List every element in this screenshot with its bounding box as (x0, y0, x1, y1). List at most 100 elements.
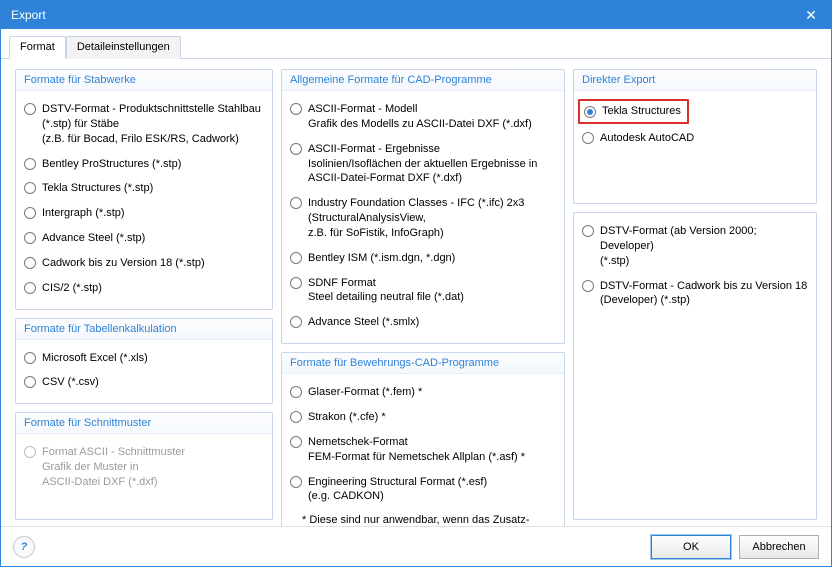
opt-line: SDNF Format (308, 277, 376, 289)
close-icon[interactable]: ✕ (791, 1, 831, 29)
radio-icon (290, 386, 302, 398)
opt-label: Advance Steel (*.stp) (42, 231, 264, 246)
opt-ascii-ergebnisse[interactable]: ASCII-Format - Ergebnisse Isolinien/Isof… (290, 137, 556, 192)
opt-label: Intergraph (*.stp) (42, 206, 264, 221)
opt-esf[interactable]: Engineering Structural Format (*.esf) (e… (290, 470, 556, 510)
radio-icon (290, 103, 302, 115)
radio-icon (584, 106, 596, 118)
opt-csv[interactable]: CSV (*.csv) (24, 370, 264, 395)
opt-label: Glaser-Format (*.fem) * (308, 385, 556, 400)
opt-label: Engineering Structural Format (*.esf) (e… (308, 475, 556, 505)
cancel-button[interactable]: Abbrechen (739, 535, 819, 559)
group-title: Formate für Schnittmuster (16, 413, 272, 434)
window-title: Export (11, 8, 791, 22)
opt-line: ASCII-Format - Modell (308, 103, 417, 115)
column-2: Allgemeine Formate für CAD-Programme ASC… (281, 69, 565, 520)
opt-advance-steel-stp[interactable]: Advance Steel (*.stp) (24, 226, 264, 251)
opt-label: Autodesk AutoCAD (600, 131, 808, 146)
opt-ascii-modell[interactable]: ASCII-Format - Modell Grafik des Modells… (290, 97, 556, 137)
radio-icon (290, 411, 302, 423)
opt-bentley-prostructures[interactable]: Bentley ProStructures (*.stp) (24, 152, 264, 177)
radio-icon (290, 316, 302, 328)
group-bewehrung: Formate für Bewehrungs-CAD-Programme Gla… (281, 352, 565, 526)
opt-line: (z.B. für Bocad, Frilo ESK/RS, Cadwork) (42, 132, 264, 147)
opt-label: Bentley ISM (*.ism.dgn, *.dgn) (308, 251, 556, 266)
opt-glaser[interactable]: Glaser-Format (*.fem) * (290, 380, 556, 405)
opt-line: (Developer) (*.stp) (600, 293, 808, 308)
opt-bentley-ism[interactable]: Bentley ISM (*.ism.dgn, *.dgn) (290, 246, 556, 271)
group-title: Formate für Bewehrungs-CAD-Programme (282, 353, 564, 374)
opt-excel[interactable]: Microsoft Excel (*.xls) (24, 346, 264, 371)
opt-label: Tekla Structures (*.stp) (42, 181, 264, 196)
tab-label: Detaileinstellungen (77, 41, 170, 53)
opt-line: (e.g. CADKON) (308, 489, 556, 504)
opt-sdnf[interactable]: SDNF Format Steel detailing neutral file… (290, 271, 556, 311)
opt-line: (*.stp) (600, 254, 808, 269)
opt-line: z.B. für SoFistik, InfoGraph) (308, 226, 556, 241)
opt-cis2[interactable]: CIS/2 (*.stp) (24, 276, 264, 301)
opt-label: DSTV-Format - Produktschnittstelle Stahl… (42, 102, 264, 147)
opt-label: Industry Foundation Classes - IFC (*.ifc… (308, 196, 556, 241)
opt-line: DSTV-Format - Cadwork bis zu Version 18 (600, 280, 807, 292)
button-label: Abbrechen (752, 541, 805, 553)
radio-icon (24, 446, 36, 458)
group-title: Direkter Export (574, 70, 816, 91)
opt-line: FEM-Format für Nemetschek Allplan (*.asf… (308, 450, 556, 465)
tab-detail[interactable]: Detaileinstellungen (66, 36, 181, 59)
radio-icon (24, 158, 36, 170)
opt-ascii-schnittmuster: Format ASCII - Schnittmuster Grafik der … (24, 440, 264, 495)
ok-button[interactable]: OK (651, 535, 731, 559)
radio-icon (290, 436, 302, 448)
opt-tekla-structures[interactable]: Tekla Structures (582, 97, 808, 126)
radio-icon (24, 282, 36, 294)
opt-line: Format ASCII - Schnittmuster (42, 446, 185, 458)
opt-line: Nemetschek-Format (308, 436, 408, 448)
opt-strakon[interactable]: Strakon (*.cfe) * (290, 405, 556, 430)
tab-bar: Format Detaileinstellungen (1, 29, 831, 59)
opt-ifc[interactable]: Industry Foundation Classes - IFC (*.ifc… (290, 191, 556, 246)
group-tabellen: Formate für Tabellenkalkulation Microsof… (15, 318, 273, 405)
opt-cadwork-v18[interactable]: Cadwork bis zu Version 18 (*.stp) (24, 251, 264, 276)
opt-line: Isolinien/Isoflächen der aktuellen Ergeb… (308, 157, 556, 172)
opt-line: DSTV-Format - Produktschnittstelle Stahl… (42, 103, 261, 115)
radio-icon (24, 103, 36, 115)
radio-icon (290, 143, 302, 155)
opt-line: DSTV-Format (ab Version 2000; Developer) (600, 225, 757, 252)
radio-icon (290, 197, 302, 209)
group-schnittmuster: Formate für Schnittmuster Format ASCII -… (15, 412, 273, 520)
opt-label: CSV (*.csv) (42, 375, 264, 390)
titlebar: Export ✕ (1, 1, 831, 29)
opt-dstv-cadwork-dev[interactable]: DSTV-Format - Cadwork bis zu Version 18 … (582, 274, 808, 314)
tab-label: Format (20, 41, 55, 53)
opt-line: ASCII-Format - Ergebnisse (308, 143, 440, 155)
opt-label: DSTV-Format - Cadwork bis zu Version 18 … (600, 279, 808, 309)
opt-nemetschek[interactable]: Nemetschek-Format FEM-Format für Nemetsc… (290, 430, 556, 470)
footer: ? OK Abbrechen (1, 526, 831, 566)
radio-icon (290, 476, 302, 488)
opt-intergraph[interactable]: Intergraph (*.stp) (24, 201, 264, 226)
opt-label: CIS/2 (*.stp) (42, 281, 264, 296)
radio-icon (24, 257, 36, 269)
export-dialog: Export ✕ Format Detaileinstellungen Form… (0, 0, 832, 567)
opt-label: Format ASCII - Schnittmuster Grafik der … (42, 445, 264, 490)
opt-line: Steel detailing neutral file (*.dat) (308, 290, 556, 305)
group-title: Formate für Tabellenkalkulation (16, 319, 272, 340)
opt-autodesk-autocad[interactable]: Autodesk AutoCAD (582, 126, 808, 151)
opt-tekla-stp[interactable]: Tekla Structures (*.stp) (24, 176, 264, 201)
radio-icon (24, 207, 36, 219)
opt-label: Nemetschek-Format FEM-Format für Nemetsc… (308, 435, 556, 465)
help-icon[interactable]: ? (13, 536, 35, 558)
opt-dstv-stahlbau[interactable]: DSTV-Format - Produktschnittstelle Stahl… (24, 97, 264, 152)
radio-icon (582, 132, 594, 144)
opt-dstv-2000[interactable]: DSTV-Format (ab Version 2000; Developer)… (582, 219, 808, 274)
opt-label: ASCII-Format - Ergebnisse Isolinien/Isof… (308, 142, 556, 187)
opt-advance-steel-smlx[interactable]: Advance Steel (*.smlx) (290, 310, 556, 335)
radio-icon (24, 182, 36, 194)
group-title: Formate für Stabwerke (16, 70, 272, 91)
opt-line: Engineering Structural Format (*.esf) (308, 476, 487, 488)
column-3: Direkter Export Tekla Structures Autodes… (573, 69, 817, 520)
highlight-box: Tekla Structures (578, 99, 689, 124)
group-title: Allgemeine Formate für CAD-Programme (282, 70, 564, 91)
button-label: OK (683, 541, 699, 553)
tab-format[interactable]: Format (9, 36, 66, 59)
